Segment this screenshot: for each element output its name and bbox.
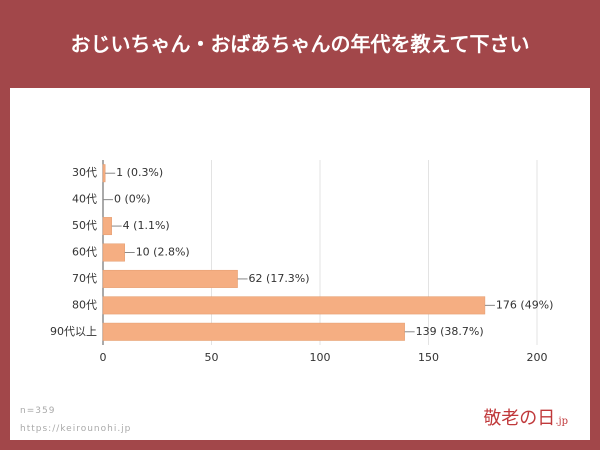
bar xyxy=(102,243,125,262)
y-tick-label: 80代 xyxy=(72,298,97,311)
y-tick-label: 70代 xyxy=(72,272,97,285)
x-tick-label: 100 xyxy=(310,351,331,364)
y-tick-label: 50代 xyxy=(72,219,97,232)
value-label: 10 (2.8%) xyxy=(136,246,190,259)
value-label: 139 (38.7%) xyxy=(416,325,484,338)
bar xyxy=(102,217,112,236)
chart: 0 50 100 150 200 30代 1 (0.3%) 40代 0 (0%) 50代 4 (1.… xyxy=(50,160,554,364)
y-tick-label: 90代以上 xyxy=(50,325,97,338)
bar xyxy=(102,322,405,341)
logo: 敬老の日.jp xyxy=(483,404,568,430)
y-tick-label: 60代 xyxy=(72,246,97,259)
sample-size: n=359 xyxy=(20,406,56,416)
y-tick-label: 30代 xyxy=(72,166,97,179)
bar xyxy=(102,269,238,288)
x-tick-label: 50 xyxy=(205,351,219,364)
x-tick-label: 200 xyxy=(527,351,548,364)
bar xyxy=(102,296,486,315)
value-label: 62 (17.3%) xyxy=(249,272,310,285)
value-label: 1 (0.3%) xyxy=(116,166,163,179)
site-url: https://keirounohi.jp xyxy=(20,424,132,434)
value-label: 176 (49%) xyxy=(496,298,554,311)
panel: 0 50 100 150 200 30代 1 (0.3%) 40代 0 (0%) 50代 4 (1.… xyxy=(10,88,590,440)
bar xyxy=(102,164,106,183)
x-tick-label: 0 xyxy=(100,351,107,364)
y-tick-label: 40代 xyxy=(72,193,97,206)
title: おじいちゃん・おばあちゃんの年代を教えて下さい xyxy=(70,32,530,56)
value-label: 4 (1.1%) xyxy=(123,219,170,232)
logo-text: 敬老の日 xyxy=(483,408,556,429)
x-tick-label: 150 xyxy=(418,351,439,364)
logo-suffix: .jp xyxy=(555,416,568,427)
value-label: 0 (0%) xyxy=(114,193,151,206)
